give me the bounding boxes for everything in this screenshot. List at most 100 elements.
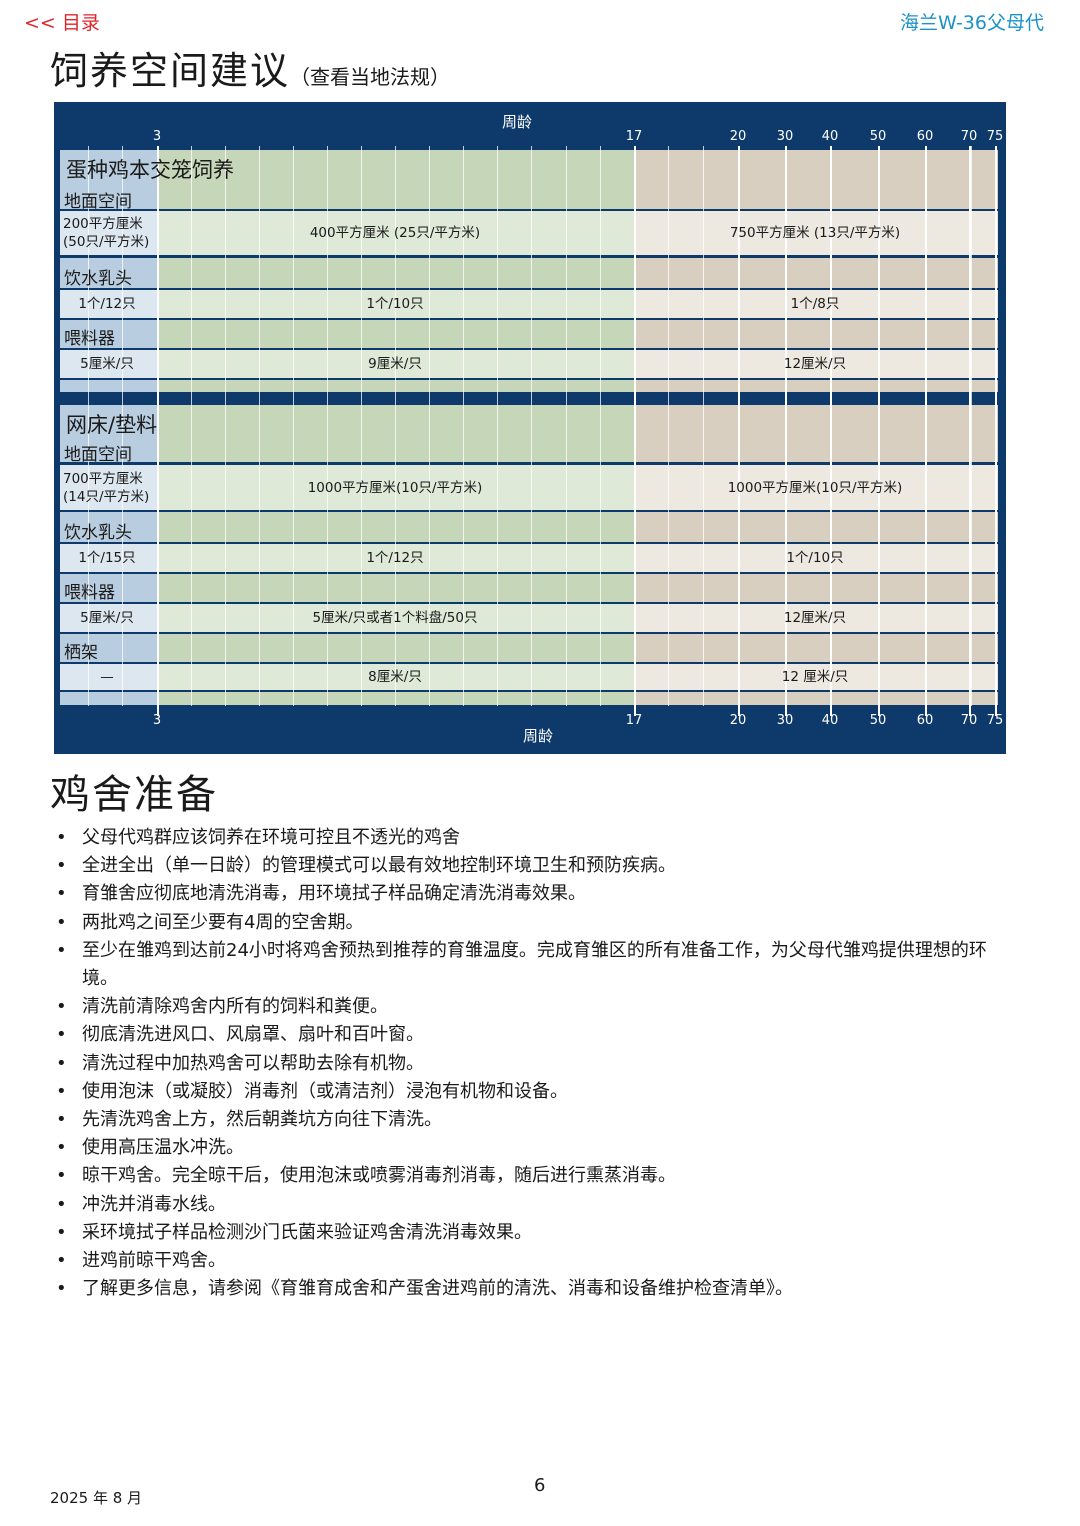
row-label: 饮水乳头 bbox=[64, 523, 132, 543]
page-number: 6 bbox=[534, 1475, 546, 1496]
table-band bbox=[634, 380, 998, 392]
space-recommendation-table: 3 3 17 17 20 20 30 30 40 40 50 50 60 60 70 70 75 75 周龄 周龄 蛋种… bbox=[54, 102, 1006, 754]
bullet-item: 了解更多信息，请参阅《育雏育成舍和产蛋舍进鸡前的清洗、消毒和设备维护检查清单》。 bbox=[56, 1275, 1016, 1303]
major-gridline bbox=[157, 146, 159, 716]
axis-tick-top: 17 bbox=[625, 129, 643, 144]
table-band bbox=[60, 604, 157, 632]
row-label: 栖架 bbox=[64, 643, 98, 663]
table-band bbox=[634, 692, 998, 705]
axis-tick-top: 60 bbox=[916, 129, 934, 144]
bullet-item: 彻底清洗进风口、风扇罩、扇叶和百叶窗。 bbox=[56, 1021, 1016, 1049]
table-band bbox=[634, 664, 998, 690]
cell-value: 5厘米/只 bbox=[80, 356, 134, 372]
major-gridline bbox=[634, 146, 636, 716]
table-band bbox=[60, 544, 157, 572]
axis-tick-bottom: 17 bbox=[625, 713, 643, 728]
axis-label-top: 周龄 bbox=[501, 113, 533, 131]
gridline bbox=[463, 146, 464, 706]
axis-tick-bottom: 60 bbox=[916, 713, 934, 728]
gridline bbox=[225, 146, 226, 706]
bullet-item: 采环境拭子样品检测沙门氏菌来验证鸡舍清洗消毒效果。 bbox=[56, 1219, 1016, 1247]
axis-tick-top: 30 bbox=[776, 129, 794, 144]
axis-tick-bottom: 20 bbox=[729, 713, 747, 728]
cell-value: 1个/10只 bbox=[786, 550, 844, 566]
row-label: 喂料器 bbox=[64, 583, 115, 603]
bullet-item: 使用高压温水冲洗。 bbox=[56, 1134, 1016, 1162]
gridline bbox=[703, 146, 704, 706]
table-band bbox=[60, 574, 157, 602]
axis-tick-bottom: 40 bbox=[821, 713, 839, 728]
axis-tick-top: 40 bbox=[821, 129, 839, 144]
table-band bbox=[60, 290, 157, 318]
section-title: 蛋种鸡本交笼饲养 bbox=[66, 158, 234, 182]
title-text: 饲养空间建议 bbox=[50, 49, 291, 93]
cell-value: 1个/15只 bbox=[78, 550, 136, 566]
bullet-item: 全进全出（单一日龄）的管理模式可以最有效地控制环境卫生和预防疾病。 bbox=[56, 852, 1016, 880]
gridline bbox=[971, 146, 972, 706]
cell-value: 1个/12只 bbox=[78, 296, 136, 312]
cell-value: 1个/10只 bbox=[366, 296, 424, 312]
cell-value: — bbox=[100, 669, 114, 685]
title-note: （查看当地法规） bbox=[290, 65, 451, 89]
bullet-item: 父母代鸡群应该饲养在环境可控且不透光的鸡舍 bbox=[56, 824, 1016, 852]
table-band bbox=[634, 574, 998, 602]
cell-value: 400平方厘米 (25只/平方米) bbox=[309, 225, 481, 241]
axis-tick-top: 20 bbox=[729, 129, 747, 144]
gridline bbox=[327, 146, 328, 706]
axis-label-bottom: 周龄 bbox=[522, 727, 554, 745]
table-band bbox=[634, 211, 998, 255]
axis-tick-top: 75 bbox=[986, 129, 1004, 144]
toc-link[interactable]: << 目录 bbox=[24, 12, 100, 34]
bullet-item: 进鸡前晾干鸡舍。 bbox=[56, 1247, 1016, 1275]
gridline bbox=[122, 146, 123, 706]
table-band bbox=[60, 634, 157, 662]
cell-value: 1个/8只 bbox=[790, 296, 840, 312]
major-gridline bbox=[785, 146, 787, 716]
table-band bbox=[60, 350, 157, 378]
table-band bbox=[634, 544, 998, 572]
gridline bbox=[259, 146, 260, 706]
table-band bbox=[634, 634, 998, 662]
table-band bbox=[60, 405, 157, 462]
gridline bbox=[668, 146, 669, 706]
cell-value: 700平方厘米 (14只/平方米) bbox=[63, 470, 150, 505]
axis-tick-bottom: 70 bbox=[960, 713, 978, 728]
gridline bbox=[600, 146, 601, 706]
table-band bbox=[60, 512, 157, 542]
bullet-item: 两批鸡之间至少要有4周的空舍期。 bbox=[56, 909, 1016, 937]
table-band bbox=[634, 258, 998, 288]
cell-value: 750平方厘米 (13只/平方米) bbox=[729, 225, 901, 241]
cell-value: 9厘米/只 bbox=[368, 356, 422, 372]
major-gridline bbox=[878, 146, 880, 716]
page-title: 饲养空间建议（查看当地法规） bbox=[50, 40, 450, 95]
gridline bbox=[566, 146, 567, 706]
major-gridline bbox=[969, 146, 971, 716]
bullet-item: 清洗前清除鸡舍内所有的饲料和粪便。 bbox=[56, 993, 1016, 1021]
table-band bbox=[60, 211, 157, 255]
cell-value: 12厘米/只 bbox=[783, 356, 847, 372]
gridline bbox=[429, 146, 430, 706]
gridline bbox=[395, 146, 396, 706]
brand-title: 海兰W-36父母代 bbox=[899, 12, 1044, 34]
cell-value: 1个/12只 bbox=[366, 550, 424, 566]
row-label: 喂料器 bbox=[64, 329, 115, 349]
major-gridline bbox=[738, 146, 740, 716]
bullet-item: 清洗过程中加热鸡舍可以帮助去除有机物。 bbox=[56, 1050, 1016, 1078]
row-label: 地面空间 bbox=[64, 192, 132, 212]
table-band bbox=[60, 258, 157, 288]
major-gridline bbox=[995, 146, 997, 716]
cell-value: 5厘米/只 bbox=[80, 610, 134, 626]
gridline bbox=[497, 146, 498, 706]
bullet-item: 晾干鸡舍。完全晾干后，使用泡沫或喷雾消毒剂消毒，随后进行熏蒸消毒。 bbox=[56, 1162, 1016, 1190]
table-band bbox=[60, 150, 157, 209]
axis-tick-bottom: 30 bbox=[776, 713, 794, 728]
table-band bbox=[60, 380, 157, 392]
section-title: 网床/垫料 bbox=[66, 413, 158, 437]
gridline bbox=[293, 146, 294, 706]
table-band bbox=[60, 320, 157, 348]
cell-value: 5厘米/只或者1个料盘/50只 bbox=[312, 610, 478, 626]
gridline bbox=[191, 146, 192, 706]
bullet-item: 冲洗并消毒水线。 bbox=[56, 1191, 1016, 1219]
cell-value: 12 厘米/只 bbox=[781, 669, 849, 685]
bullet-item: 先清洗鸡舍上方，然后朝粪坑方向往下清洗。 bbox=[56, 1106, 1016, 1134]
